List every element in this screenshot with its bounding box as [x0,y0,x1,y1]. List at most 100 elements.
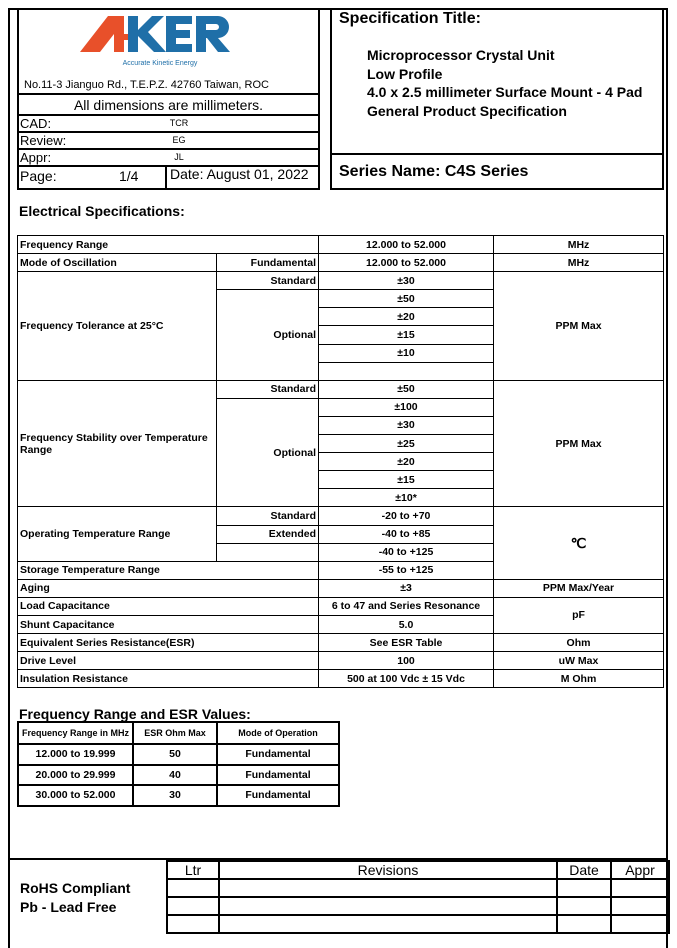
table-row: Frequency Range 12.000 to 52.000 MHz [16,234,665,255]
appr-row: Appr: JL [19,150,318,167]
table-cell: Standard [215,506,320,526]
aker-logo: Accurate Kinetic Energy [80,16,230,67]
table-cell: -20 to +70 [318,506,495,526]
table-cell: Insulation Resistance [16,669,320,689]
table-cell: Equivalent Series Resistance(ESR) [16,633,320,653]
table-row: Optional ±50 [18,289,664,381]
table-row: Frequency Tolerance at 25°C Standard ±30 PP… [17,271,665,381]
table-cell: ±20 [318,307,495,327]
table-cell: ±30 [318,415,495,436]
table-cell [218,914,558,934]
table-row: 20.000 to 29.999 40 Fundamental [17,763,340,786]
table-cell: 50 [132,743,218,766]
table-cell: -40 to +125 [318,542,495,562]
table-cell: 5.0 [318,614,495,635]
table-cell [556,896,612,916]
table-cell: Frequency Range in MHz [17,721,134,745]
table-row: -40 to +125 [18,542,664,562]
page-row: Page: 1/4 Date: August 01, 2022 [19,167,318,188]
table-cell: Standard [215,379,320,399]
table-cell [215,542,320,562]
table-cell: ±15 [318,470,495,490]
date: Date: August 01, 2022 [165,167,309,188]
table-row [166,914,670,934]
table-cell [218,878,558,898]
table-cell: Operating Temperature Range [17,506,217,562]
table-cell: 12.000 to 52.000 [318,234,495,255]
table-cell: 6 to 47 and Series Resonance [318,596,495,616]
esr-table: Frequency Range in MHz ESR Ohm Max Mode of… [17,721,340,807]
table-cell: Standard [215,271,320,291]
table-cell [218,896,558,916]
table-row: Aging ±3 PPM Max/Year [16,578,665,598]
table-cell [556,914,612,934]
table-cell: PPM Max/Year [493,578,665,598]
table-cell: MHz [493,234,665,255]
table-cell: Ltr [166,860,220,880]
electrical-heading: Electrical Specifications: [19,203,185,219]
table-cell: 12.000 to 19.999 [17,743,134,766]
table-cell: Optional [215,289,320,381]
dimensions-note: All dimensions are millimeters. [19,93,318,116]
table-cell [318,361,495,381]
table-cell [610,878,670,898]
table-cell: 12.000 to 52.000 [318,253,495,273]
table-row: ±15 [18,325,664,345]
table-cell: Appr [610,860,670,880]
table-cell: Frequency Tolerance at 25°C [17,271,217,381]
table-row: ±10* [18,488,664,508]
table-cell: Drive Level [16,651,320,671]
table-cell: 40 [132,763,218,786]
table-cell: M Ohm [493,669,665,689]
table-cell: Aging [16,578,320,598]
table-cell: See ESR Table [318,633,495,653]
table-row: ±20 [18,452,664,472]
spec-title-lines: Microprocessor Crystal Unit Low Profile 4.… [367,47,643,119]
spec-title-block [330,8,664,190]
table-cell: ±30 [318,271,495,291]
page-frame [8,8,668,948]
table-cell: PPM Max [493,271,665,381]
rohs-note: RoHS Compliant Pb - Lead Free [20,880,131,915]
table-row: 12.000 to 19.999 50 Fundamental [17,743,340,766]
table-cell: Mode of Operation [216,721,340,745]
table-cell [166,878,220,898]
table-cell [166,896,220,916]
table-cell: ±50 [318,289,495,309]
table-cell: Date [556,860,612,880]
table-cell: -55 to +125 [318,560,495,580]
table-row: Insulation Resistance 500 at 100 Vdc ± 15… [16,669,665,689]
table-cell: 30 [132,784,218,807]
table-cell: 500 at 100 Vdc ± 15 Vdc [318,669,495,689]
table-cell: ±15 [318,325,495,345]
title-block [17,8,320,190]
table-cell: ±10* [318,488,495,508]
table-row: Drive Level 100 uW Max [16,651,665,671]
electrical-spec-table: Frequency Range 12.000 to 52.000 MHz Mode … [16,234,665,689]
spec-title-label: Specification Title: [339,10,481,27]
table-cell: ±25 [318,434,495,454]
address: No.11-3 Jianguo Rd., T.E.P.Z. 42760 Taiw… [24,79,269,91]
table-cell: Fundamental [216,763,340,786]
table-row: Extended -40 to +85 [18,524,664,544]
table-row: Storage Temperature Range -55 to +125 [16,560,664,580]
footer-divider [8,858,668,860]
table-cell: ±20 [318,452,495,472]
table-cell [610,914,670,934]
table-cell [166,914,220,934]
table-cell: Revisions [218,860,558,880]
table-cell: pF [493,596,665,635]
table-cell: MHz [493,253,665,273]
table-cell [556,878,612,898]
table-cell [610,896,670,916]
table-cell: Frequency Stability over Temperature Ran… [17,379,217,508]
table-cell: Optional [215,397,320,508]
table-row: Mode of Oscillation Fundamental 12.000 to … [17,253,665,273]
table-cell: Mode of Oscillation [17,253,217,273]
table-cell: ±50 [318,379,495,399]
table-row: Optional ±100 [18,397,664,508]
table-cell: uW Max [493,651,665,671]
table-cell: Storage Temperature Range [16,560,320,580]
table-cell: Extended [215,524,320,544]
table-row: Shunt Capacitance 5.0 [16,614,664,635]
